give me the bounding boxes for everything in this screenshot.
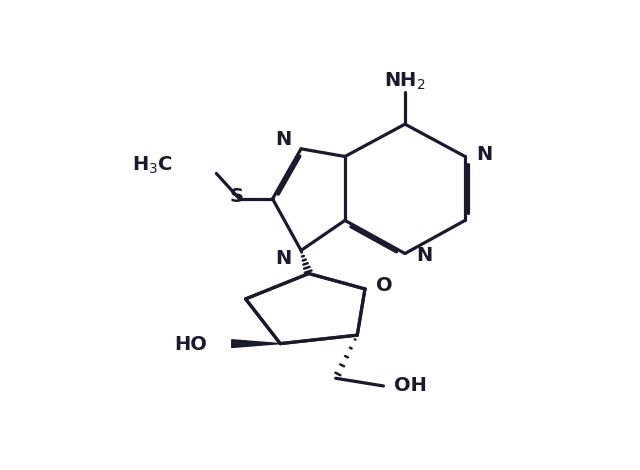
Text: NH$_2$: NH$_2$ [384, 71, 426, 93]
Text: O: O [376, 276, 392, 295]
Text: N: N [416, 245, 432, 265]
Text: HO: HO [174, 335, 207, 354]
Polygon shape [232, 340, 280, 347]
Text: S: S [229, 187, 243, 206]
Text: N: N [276, 130, 292, 149]
Text: N: N [476, 145, 492, 164]
Text: OH: OH [394, 376, 427, 395]
Text: N: N [276, 249, 292, 267]
Text: H$_3$C: H$_3$C [132, 155, 172, 176]
